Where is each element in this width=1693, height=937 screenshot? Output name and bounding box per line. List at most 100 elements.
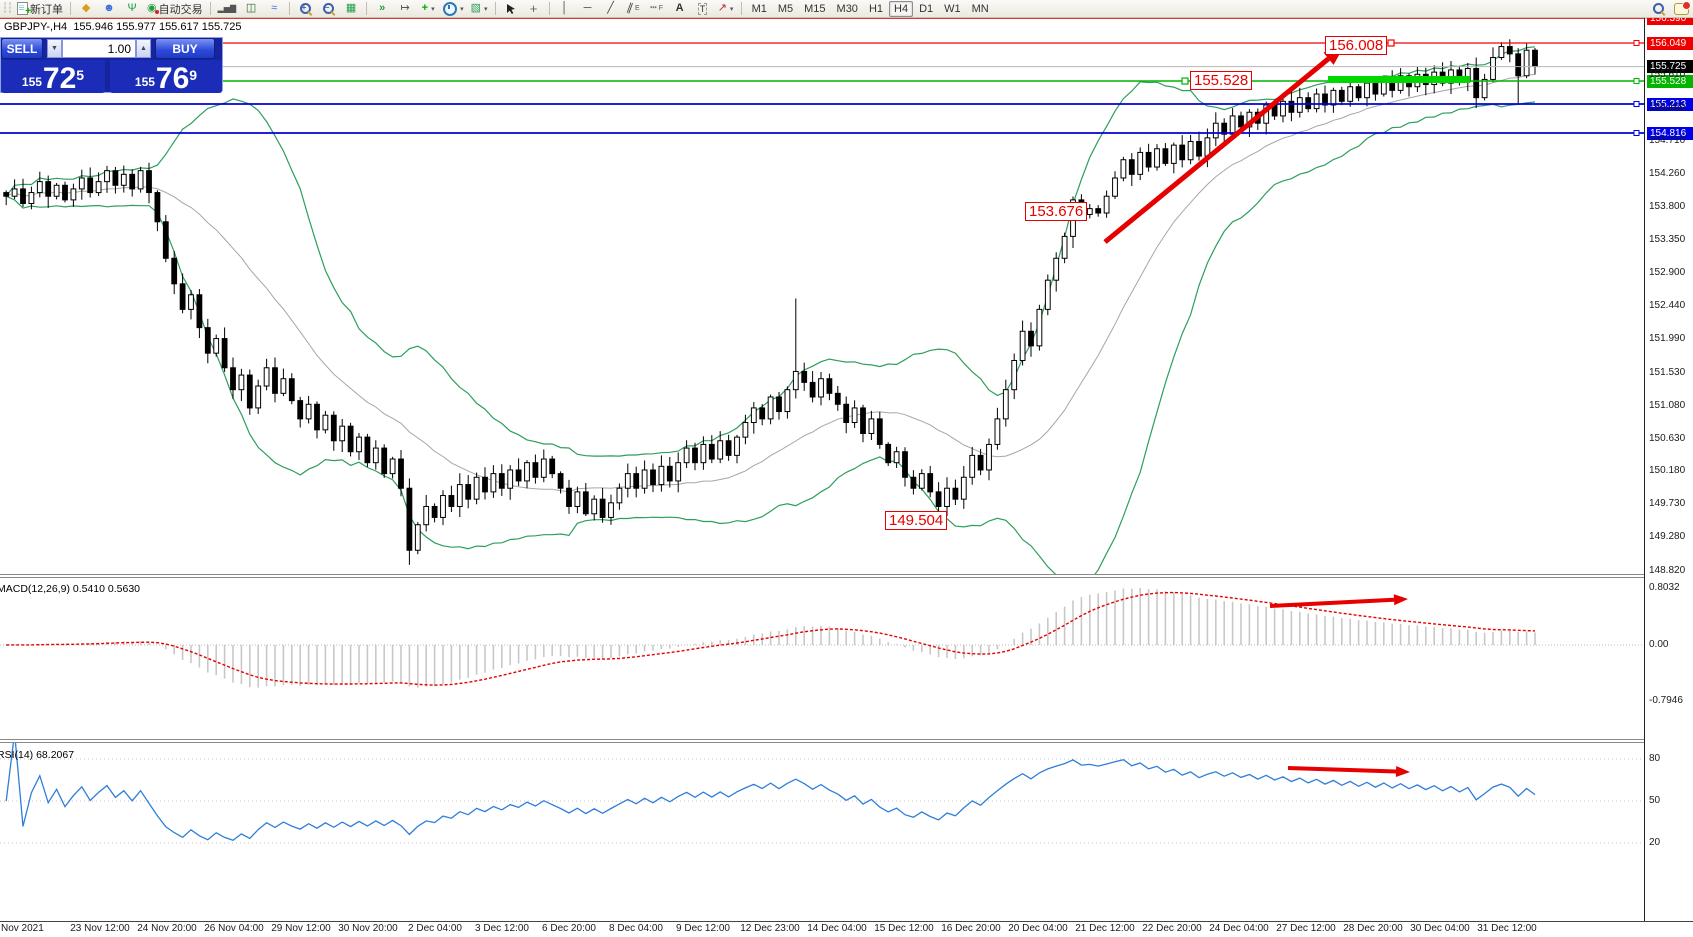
tf-m15[interactable]: M15: [804, 2, 826, 15]
time-label-1: 23 Nov 12:00: [70, 923, 130, 934]
cursor-icon: [506, 3, 515, 14]
time-label-11: 12 Dec 23:00: [740, 923, 800, 934]
chart-shift-icon: ↦: [400, 2, 410, 14]
price-scale-151.080: 151.080: [1649, 400, 1686, 411]
quotes-icon: ◆: [81, 2, 91, 14]
tf-d1[interactable]: D1: [919, 2, 934, 15]
fibonacci-tool-button[interactable]: ┅ F: [650, 2, 664, 14]
tf-m30[interactable]: M30: [836, 2, 858, 15]
sell-price[interactable]: 155 72 5: [1, 60, 105, 94]
tf-m1[interactable]: M1: [751, 2, 767, 15]
price-scale-149.280: 149.280: [1649, 531, 1686, 542]
price-scale-152.900: 152.900: [1649, 267, 1686, 278]
fibonacci-icon: ┅: [650, 2, 657, 14]
text-label-tool-button[interactable]: T: [693, 1, 713, 16]
line-chart-icon: ≈: [271, 2, 278, 14]
signals-button[interactable]: Ψ: [122, 1, 142, 16]
zoom-out-button[interactable]: −: [318, 1, 338, 16]
time-label-22: 31 Dec 12:00: [1477, 923, 1537, 934]
volume-up-button[interactable]: ▲: [136, 39, 151, 58]
annotation-156.008[interactable]: 156.008: [1325, 36, 1388, 55]
arrows-tool-button[interactable]: ↗ ▾: [717, 2, 734, 14]
price-tag-156.049: 156.049: [1647, 37, 1693, 50]
chart-ohlc: 155.946 155.977 155.617 155.725: [73, 21, 242, 33]
periods-button[interactable]: ▾: [441, 1, 466, 16]
volume-input[interactable]: [62, 39, 136, 58]
market-watch-button[interactable]: ◆: [76, 1, 96, 16]
bar-chart-button[interactable]: ▂▅▇: [216, 1, 238, 16]
tf-w1[interactable]: W1: [944, 2, 961, 15]
price-tag-155.213: 155.213: [1647, 98, 1693, 111]
crosshair-button[interactable]: +: [524, 1, 544, 16]
rsi-label: RSI(14) 68.2067: [0, 749, 75, 761]
time-label-19: 27 Dec 12:00: [1276, 923, 1336, 934]
time-label-18: 24 Dec 04:00: [1209, 923, 1269, 934]
tf-m5[interactable]: M5: [777, 2, 794, 15]
new-order-icon: +: [17, 2, 31, 17]
sell-button[interactable]: SELL: [1, 38, 43, 59]
time-label-16: 21 Dec 12:00: [1075, 923, 1135, 934]
auto-scroll-icon: »: [379, 2, 386, 14]
community-button[interactable]: ☻: [99, 1, 119, 16]
time-label-20: 28 Dec 20:00: [1343, 923, 1403, 934]
trendline-tool-button[interactable]: ╱: [601, 1, 621, 16]
macd-panel-separator[interactable]: [0, 574, 1644, 578]
person-icon: ☻: [103, 2, 115, 14]
buy-price[interactable]: 155 76 9: [110, 60, 222, 94]
tile-windows-icon: ▦: [345, 2, 357, 14]
rsi-axis-80: 80: [1649, 753, 1661, 764]
text-tool-button[interactable]: A: [670, 1, 690, 16]
channel-tool-button[interactable]: ∥ E: [625, 1, 640, 15]
chart-title: GBPJPY-,H4 155.946 155.977 155.617 155.7…: [4, 21, 242, 33]
toolbar-grip: ┆┆: [2, 3, 13, 14]
time-label-5: 30 Nov 20:00: [338, 923, 398, 934]
templates-icon: ▧: [470, 2, 482, 14]
vline-tool-button[interactable]: │: [555, 1, 575, 16]
price-axis-border: [1644, 18, 1645, 921]
time-label-17: 22 Dec 20:00: [1142, 923, 1202, 934]
indicators-button[interactable]: + ▾: [421, 2, 435, 14]
antenna-icon: Ψ: [127, 2, 137, 14]
trendline-icon: ╱: [607, 2, 614, 14]
price-scale-149.730: 149.730: [1649, 498, 1686, 509]
annotation-149.504[interactable]: 149.504: [885, 511, 948, 530]
autotrading-icon: ◉: [147, 2, 159, 14]
line-chart-button[interactable]: ≈: [264, 1, 284, 16]
tile-windows-button[interactable]: ▦: [341, 1, 361, 16]
clock-icon: [443, 1, 458, 16]
rsi-panel-separator[interactable]: [0, 739, 1644, 743]
text-label-icon: T: [697, 2, 708, 15]
price-tag-154.816: 154.816: [1647, 127, 1693, 140]
tf-h1[interactable]: H1: [868, 2, 883, 15]
zoom-in-button[interactable]: +: [295, 1, 315, 16]
time-label-10: 9 Dec 12:00: [676, 923, 730, 934]
macd-label: MACD(12,26,9) 0.5410 0.5630: [0, 583, 141, 595]
hline-tool-button[interactable]: ─: [578, 1, 598, 16]
volume-down-button[interactable]: ▼: [47, 39, 62, 58]
candle-chart-icon: ◫: [245, 2, 257, 14]
time-label-9: 8 Dec 04:00: [609, 923, 663, 934]
annotation-153.676[interactable]: 153.676: [1025, 202, 1088, 221]
timeframe-bar: M1 M5 M15 M30 H1 H4 D1 W1 MN: [747, 0, 994, 17]
price-scale-154.710: 154.710: [1649, 135, 1686, 146]
chart-shift-button[interactable]: ↦: [395, 1, 415, 16]
search-icon: [1652, 3, 1664, 14]
annotation-155.528[interactable]: 155.528: [1190, 71, 1253, 90]
candle-chart-button[interactable]: ◫: [241, 1, 261, 16]
text-icon: A: [675, 2, 684, 14]
new-order-button[interactable]: + 新订单: [15, 1, 65, 17]
search-button[interactable]: [1648, 1, 1668, 16]
tf-h4[interactable]: H4: [889, 0, 914, 17]
templates-button[interactable]: ▧ ▾: [470, 2, 488, 14]
time-label-8: 6 Dec 20:00: [542, 923, 596, 934]
new-order-label: 新订单: [30, 3, 64, 16]
buy-button[interactable]: BUY: [155, 38, 215, 59]
autotrading-button[interactable]: ◉ 自动交易: [145, 1, 205, 16]
price-scale-154.260: 154.260: [1649, 168, 1686, 179]
vline-icon: │: [561, 2, 568, 14]
cursor-button[interactable]: [501, 1, 521, 16]
tf-mn[interactable]: MN: [971, 2, 989, 15]
notifications-button[interactable]: [1671, 0, 1691, 16]
auto-scroll-button[interactable]: »: [372, 1, 392, 16]
